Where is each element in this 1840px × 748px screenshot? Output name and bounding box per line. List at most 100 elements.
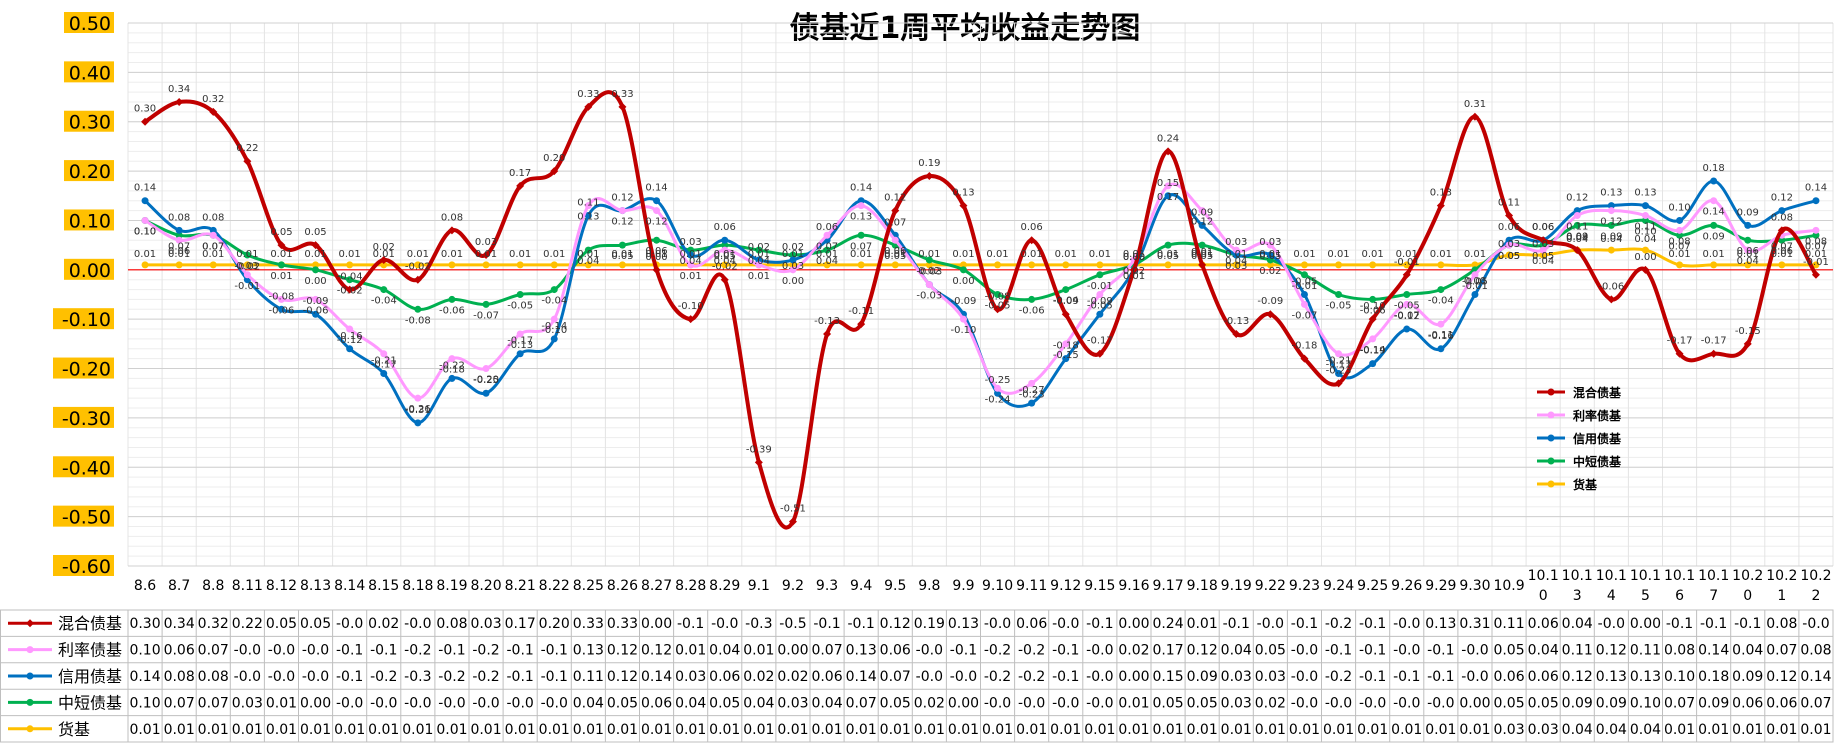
data-label: 0.22 [236,143,258,154]
table-cell: -0.1 [336,669,363,685]
table-cell: 0.01 [880,722,911,738]
table-cell: 0.01 [368,722,399,738]
x-tick-label: 10.9 [1493,578,1524,594]
table-cell: -0.0 [1393,695,1420,711]
data-point [755,246,763,254]
data-point [1607,207,1615,215]
data-point [1641,212,1649,220]
data-label: 0.05 [611,251,633,262]
data-point [1505,211,1514,220]
data-label: -0.20 [473,375,499,386]
table-cell: 0.03 [777,695,808,711]
data-label: 0.00 [304,276,326,287]
data-label: -0.14 [541,321,567,332]
table-cell: -0.1 [438,643,465,659]
table-cell: 0.00 [1459,695,1490,711]
x-tick-label: 8.12 [266,578,297,594]
data-point [891,261,899,269]
data-label: -0.25 [985,375,1011,386]
table-cell: 0.03 [1221,669,1252,685]
data-point [1028,399,1036,407]
data-point [1505,251,1513,259]
data-point [1164,261,1172,269]
data-point [209,107,218,116]
data-point [1061,310,1070,319]
x-tick-label: 10.1 [1596,568,1627,584]
data-point [346,325,354,333]
table-cell: 0.04 [1732,643,1763,659]
table-cell: -0.1 [1393,669,1420,685]
data-label: 0.01 [1123,271,1145,282]
data-label: 0.09 [1703,231,1725,242]
y-tick-highlight [64,110,114,132]
table-cell: 0.15 [1152,669,1183,685]
table-cell: 0.12 [1562,669,1593,685]
data-label: -0.05 [985,301,1011,312]
table-cell: 0.06 [709,669,740,685]
table-cell: 0.01 [1118,722,1149,738]
data-point [1505,241,1513,249]
table-cell: -0.1 [1666,616,1693,632]
y-tick-label: -0.40 [62,457,111,479]
table-cell: 0.04 [675,695,706,711]
table-cell: 0.02 [914,695,945,711]
data-point [277,241,286,250]
data-point [1471,271,1479,279]
table-cell: 0.05 [1528,695,1559,711]
data-label: -0.06 [269,305,295,316]
data-label: 0.01 [918,249,940,260]
y-tick-highlight [64,61,114,83]
table-cell: 0.14 [846,669,877,685]
table-cell: -0.0 [1359,695,1386,711]
data-point [1096,310,1104,318]
data-label: 0.04 [1634,234,1656,245]
table-cell: 0.01 [300,722,331,738]
data-label: 0.02 [1259,266,1281,277]
data-label: -0.01 [1394,257,1420,268]
table-cell: 0.01 [607,722,638,738]
table-cell: 0.04 [573,695,604,711]
y-tick-label: 0.50 [69,13,111,35]
table-cell: -0.0 [404,695,431,711]
data-label: 0.01 [475,249,497,260]
data-label: 0.04 [577,256,599,267]
data-label: 0.01 [1055,249,1077,260]
data-point [1437,261,1445,269]
data-point [550,335,558,343]
data-label: 0.06 [168,246,190,257]
table-cell: -0.0 [1018,695,1045,711]
x-tick-label: 9.30 [1459,578,1490,594]
x-tick-label: 10.1 [1698,568,1729,584]
table-cell: 0.00 [300,695,331,711]
table-cell: 0.07 [1664,695,1695,711]
table-cell: 0.02 [1118,643,1149,659]
data-label: 0.00 [1464,276,1486,287]
data-label: 0.11 [1566,222,1588,233]
data-point [959,201,968,210]
x-tick-label: 8.21 [505,578,536,594]
data-point [1744,236,1752,244]
table-cell: 0.04 [1221,643,1252,659]
data-point [1369,335,1377,343]
data-point [414,261,422,269]
data-label: -0.04 [337,272,363,283]
table-cell: 0.03 [1255,669,1286,685]
data-label: -0.12 [337,335,363,346]
table-cell: 0.09 [1698,695,1729,711]
table-cell: 0.02 [777,669,808,685]
data-label: -0.09 [951,296,977,307]
table-cell: -0.0 [1257,616,1284,632]
data-point [1335,291,1343,298]
data-label: 0.01 [236,249,258,260]
table-cell: 0.08 [164,669,195,685]
table-cell: 0.18 [1698,669,1729,685]
data-point [1607,202,1615,210]
table-cell: 0.04 [743,695,774,711]
x-tick-label: 10.1 [1664,568,1695,584]
table-cell: 0.00 [1118,616,1149,632]
data-point [1777,226,1786,235]
table-legend-marker [26,619,34,628]
table-cell: 0.09 [1732,669,1763,685]
table-cell: 0.07 [811,643,842,659]
y-tick-label: 0.10 [69,210,111,232]
